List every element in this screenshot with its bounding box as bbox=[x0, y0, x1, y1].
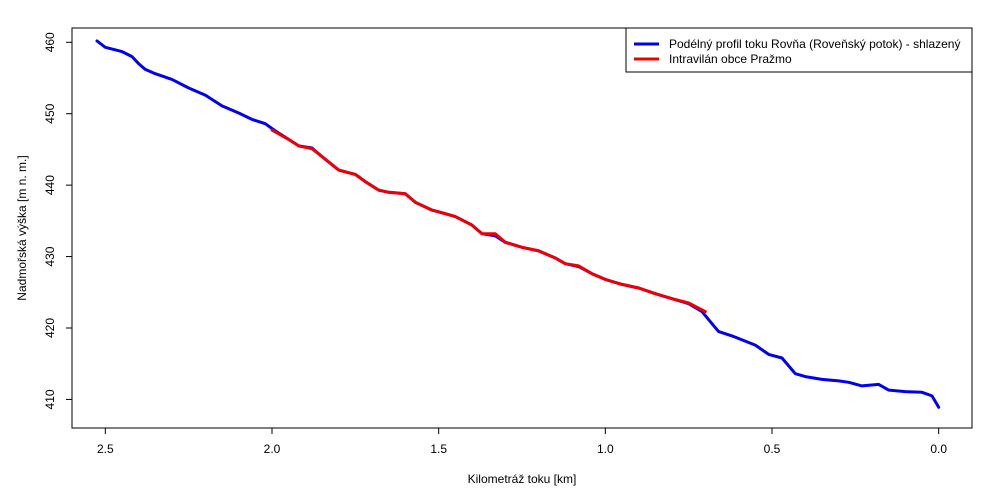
x-tick-label: 2.0 bbox=[264, 442, 281, 456]
y-tick-label: 410 bbox=[43, 389, 57, 409]
plot-frame bbox=[71, 27, 973, 429]
y-tick-label: 420 bbox=[43, 318, 57, 338]
x-axis-title: Kilometráž toku [km] bbox=[468, 472, 577, 486]
x-tick-label: 1.5 bbox=[430, 442, 447, 456]
y-tick-label: 460 bbox=[43, 32, 57, 52]
y-axis-title: Nadmořská výška [m n. m.] bbox=[15, 155, 29, 300]
legend-box bbox=[625, 27, 973, 73]
x-tick-label: 0.5 bbox=[764, 442, 781, 456]
series-lines bbox=[95, 39, 941, 409]
legend: Podélný profil toku Rovňa (Roveňský poto… bbox=[625, 27, 973, 73]
legend-label-profile: Podélný profil toku Rovňa (Roveňský poto… bbox=[669, 37, 960, 51]
y-tick-label: 450 bbox=[43, 103, 57, 123]
x-tick-label: 1.0 bbox=[597, 442, 614, 456]
y-axis: 410 420 430 440 450 460 bbox=[43, 32, 72, 409]
y-tick-label: 430 bbox=[43, 246, 57, 266]
y-tick-label: 440 bbox=[43, 175, 57, 195]
x-axis: 2.5 2.0 1.5 1.0 0.5 0.0 bbox=[97, 428, 947, 456]
x-tick-label: 0.0 bbox=[930, 442, 947, 456]
series-line-profile bbox=[95, 39, 941, 409]
x-tick-label: 2.5 bbox=[97, 442, 114, 456]
series-line-intravilan bbox=[270, 128, 707, 314]
legend-label-intravilan: Intravilán obce Pražmo bbox=[669, 52, 792, 66]
